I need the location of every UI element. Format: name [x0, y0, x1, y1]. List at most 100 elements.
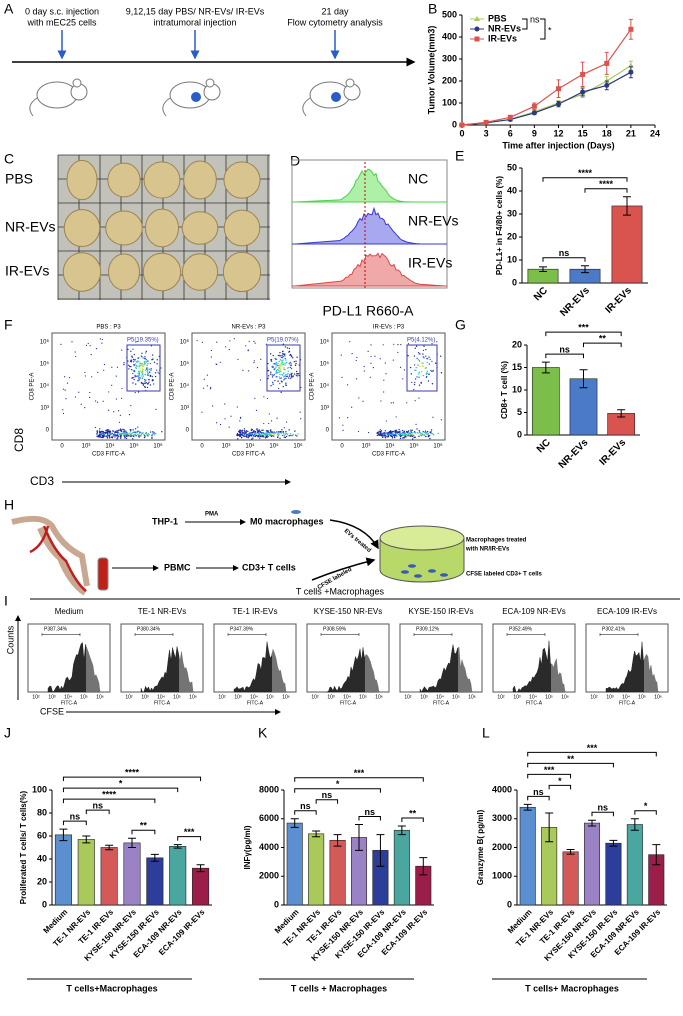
flow-dot — [250, 429, 252, 432]
flow-dot — [374, 355, 376, 357]
mouse-body — [309, 81, 351, 109]
mouse-tail — [162, 97, 171, 117]
x-tick-label: 10⁵ — [129, 443, 139, 450]
x-tick-label: 10³ — [222, 444, 231, 450]
x-axis-label: T cells + Macrophages — [291, 983, 387, 993]
y-tick-label: 40 — [37, 853, 47, 863]
flow-dot — [143, 357, 146, 359]
flow-dot — [254, 433, 257, 435]
flow-title: TE-1 NR-EVs — [138, 607, 186, 616]
flow-dot — [140, 435, 142, 437]
y-tick-label: 0 — [517, 429, 522, 439]
x-tick-label: 10⁶ — [153, 443, 163, 450]
flow-dot — [131, 369, 133, 371]
flow-dot — [96, 435, 98, 438]
flow-dot — [114, 434, 116, 436]
flow-dot — [238, 431, 241, 434]
flow-dot — [279, 383, 281, 385]
significance-label: ns — [70, 811, 81, 821]
flow-dot — [117, 435, 119, 438]
flow-dot — [394, 434, 396, 437]
marker — [628, 26, 634, 32]
marker — [580, 89, 586, 95]
flow-dot — [253, 435, 255, 438]
flow-dot — [431, 360, 433, 362]
flow-dot — [300, 386, 302, 389]
flow-dot — [108, 437, 111, 439]
flow-dot — [112, 435, 114, 437]
flow-dot — [128, 368, 130, 370]
flow-dot — [285, 359, 287, 361]
flow-dot — [294, 364, 297, 366]
flow-dot — [117, 429, 120, 432]
flow-dot — [391, 431, 393, 434]
flow-dot — [268, 422, 270, 425]
x-tick-label: 0 — [459, 128, 464, 138]
significance-label: ** — [567, 754, 575, 764]
flow-dot — [143, 436, 146, 439]
flow-dot — [97, 371, 99, 373]
flow-dot — [269, 429, 272, 432]
flow-dot — [139, 367, 141, 369]
flow-dot — [383, 379, 385, 381]
flow-dot — [266, 432, 268, 434]
flow-dot — [410, 431, 412, 433]
flow-dot — [288, 429, 290, 431]
flow-dot — [103, 363, 106, 366]
bar — [329, 840, 346, 906]
flow-dot — [145, 358, 147, 361]
flow-dot — [283, 368, 286, 371]
flow-dot — [108, 432, 110, 435]
flow-dot — [411, 429, 413, 432]
flow-dot — [270, 385, 272, 387]
significance-bracket — [62, 787, 179, 793]
x-tick-label: 10⁴ — [157, 694, 165, 700]
flow-dot — [290, 367, 293, 370]
error-bar — [59, 828, 68, 842]
marker — [507, 114, 513, 120]
x-tick-label: 0 — [60, 444, 64, 450]
flow-dot — [259, 437, 261, 439]
flow-dot — [138, 360, 140, 363]
flow-dot — [253, 361, 255, 364]
flow-dot — [341, 376, 343, 378]
flow-dot — [116, 434, 118, 436]
flow-dot — [141, 373, 144, 375]
flow-dot — [101, 433, 103, 435]
x-tick-label: 10⁵ — [266, 694, 274, 700]
flow-dot — [421, 365, 424, 367]
significance-label: *** — [578, 322, 589, 332]
flow-dot — [403, 437, 406, 439]
flow-dot — [408, 432, 411, 434]
flow-dot — [282, 368, 285, 371]
flow-dot — [288, 377, 290, 379]
dish — [379, 538, 465, 583]
flow-dot — [377, 432, 379, 434]
tumor — [331, 92, 341, 102]
label: CFSE labeled CD3+ T cells — [466, 572, 543, 578]
flow-dot — [430, 369, 432, 372]
flow-dot — [283, 436, 286, 438]
flow-dot — [147, 382, 149, 385]
legend-label: IR-EVs — [488, 33, 517, 43]
gate-label: P387.34% — [44, 626, 68, 632]
significance-bracket — [294, 810, 317, 815]
flow-dot — [400, 432, 403, 435]
flow-dot — [136, 433, 139, 436]
flow-dot — [267, 377, 269, 380]
flow-dot — [113, 411, 115, 413]
flow-dot — [117, 437, 119, 439]
bar — [605, 842, 622, 906]
flow-dot — [141, 368, 144, 370]
flow-dot — [135, 366, 137, 368]
flow-dot — [432, 434, 435, 436]
x-tick-label: NC — [532, 285, 550, 303]
label: EVs treated — [343, 528, 372, 554]
flow-dot — [148, 381, 150, 384]
panel-letter: F — [4, 317, 13, 333]
flow-dot — [129, 360, 132, 363]
flow-dot — [128, 364, 130, 366]
flow-dot — [249, 432, 251, 434]
flow-dot — [346, 384, 349, 386]
significance-bracket — [527, 751, 657, 757]
